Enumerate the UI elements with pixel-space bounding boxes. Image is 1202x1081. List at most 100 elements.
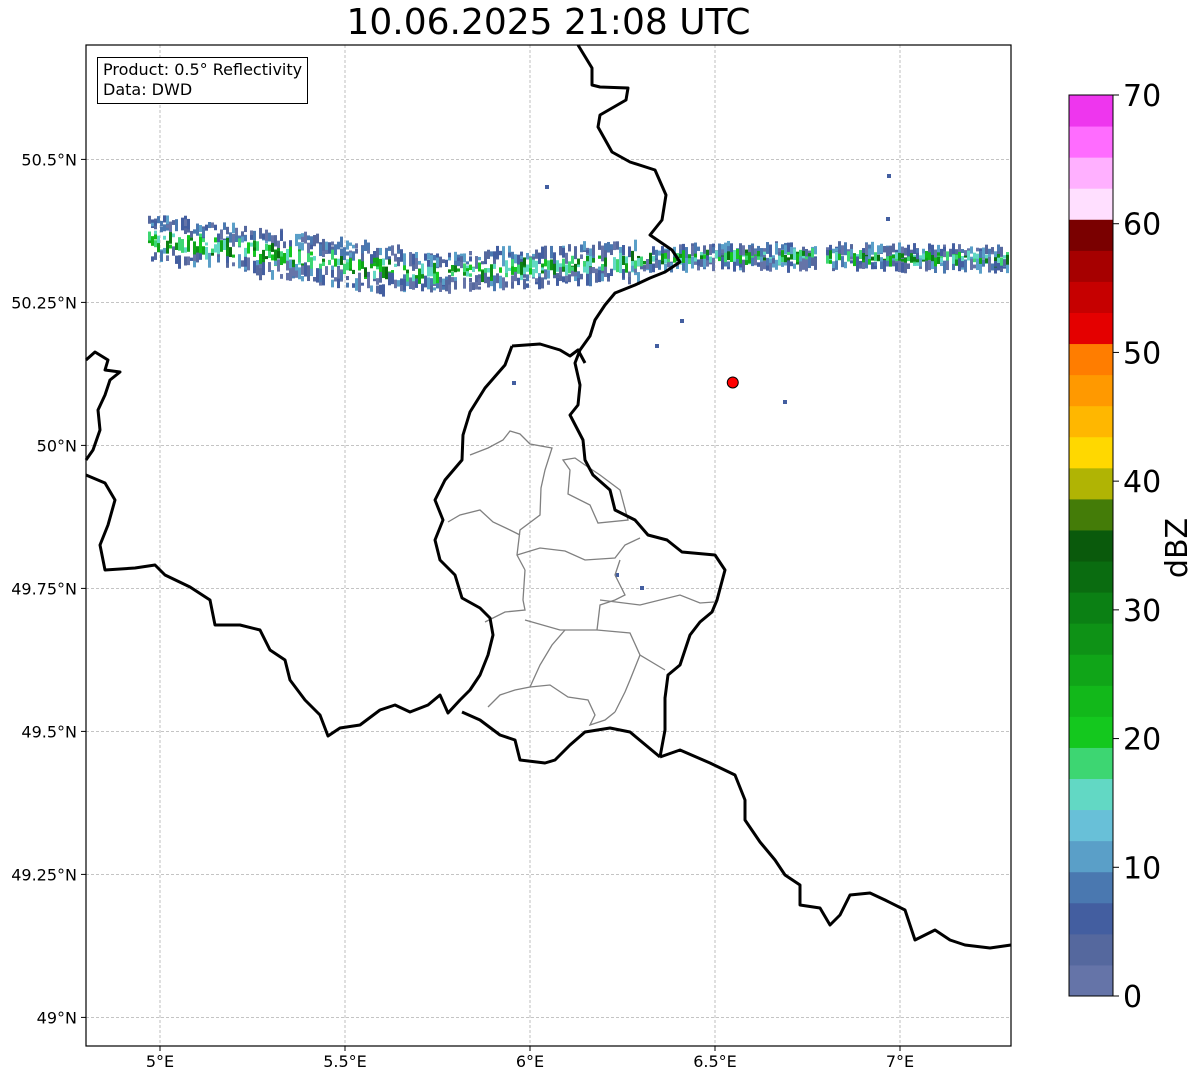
echo-cell xyxy=(316,268,319,280)
echo-cell xyxy=(763,260,766,270)
echo-cell xyxy=(760,248,763,257)
echo-cell xyxy=(493,256,496,264)
radar-echoes xyxy=(148,174,1009,590)
echo-cell xyxy=(553,274,556,279)
echo-cell xyxy=(256,241,259,251)
colorbar-segment xyxy=(1069,654,1113,686)
echo-cell xyxy=(562,276,565,283)
axis-tick-labels: 5°E 5.5°E 6°E 6.5°E 7°E 50.5°N 50.25°N 50°N 49.7… xyxy=(11,150,914,1071)
echo-cell xyxy=(307,270,310,282)
echo-cell xyxy=(640,256,643,269)
echo-cell xyxy=(952,243,955,255)
echo-cell xyxy=(631,250,634,262)
cantons xyxy=(447,430,715,727)
echo-cell xyxy=(193,229,196,234)
echo-cell xyxy=(346,276,349,281)
echo-cell xyxy=(280,274,283,279)
echo-cell xyxy=(943,261,946,274)
colorbar-segment xyxy=(1069,312,1113,345)
echo-cell xyxy=(319,263,322,270)
echo-cell xyxy=(496,273,499,284)
echo-cell xyxy=(514,273,517,282)
echo-cell xyxy=(217,256,220,263)
lat-tick-label: 50.5°N xyxy=(21,150,77,169)
echo-cell xyxy=(397,258,400,267)
echo-cell xyxy=(595,268,598,278)
echo-cell xyxy=(436,271,439,284)
echo-cell xyxy=(619,252,622,263)
echo-cell xyxy=(157,216,160,224)
echo-cell xyxy=(352,244,355,249)
echo-cell xyxy=(871,262,874,270)
echo-cell xyxy=(1000,265,1003,272)
echo-cell xyxy=(334,258,337,267)
echo-cell xyxy=(760,261,763,271)
echo-cell xyxy=(511,266,514,275)
echo-cell xyxy=(568,261,571,274)
echo-cell xyxy=(241,231,244,242)
colorbar-segment xyxy=(1069,405,1113,438)
echo-cell xyxy=(280,251,283,258)
echo-cell xyxy=(940,257,943,263)
echo-cell xyxy=(592,253,595,259)
echo-cell xyxy=(604,266,607,277)
echo-cell xyxy=(745,255,748,261)
echo-cell xyxy=(373,257,376,263)
echo-cell xyxy=(460,256,463,263)
echo-cell xyxy=(202,235,205,243)
echo-cell xyxy=(511,257,514,269)
echo-cell xyxy=(316,278,319,283)
echo-cell xyxy=(781,250,784,258)
echo-cell xyxy=(790,246,793,255)
echo-cell xyxy=(493,251,496,259)
echo-cell xyxy=(382,266,385,271)
echo-cell xyxy=(271,254,274,261)
echo-cell xyxy=(478,256,481,261)
echo-cell xyxy=(379,271,382,283)
echo-cell xyxy=(259,267,262,281)
echo-cell xyxy=(223,240,226,251)
echo-cell xyxy=(520,261,523,275)
echo-cell xyxy=(535,278,538,283)
echo-cell xyxy=(433,287,436,291)
echo-cell xyxy=(664,256,667,264)
echo-cell xyxy=(445,276,448,282)
echo-cell xyxy=(403,278,406,291)
echo-cell xyxy=(907,244,910,257)
echo-cell xyxy=(337,241,340,250)
echo-cell xyxy=(928,252,931,260)
echo-cell xyxy=(271,243,274,252)
echo-cell xyxy=(559,275,562,282)
echo-cell xyxy=(979,248,982,254)
echo-cell xyxy=(655,259,658,268)
colorbar-frame xyxy=(1068,94,1114,997)
echo-cell xyxy=(901,256,904,262)
echo-cell xyxy=(187,218,190,230)
echo-cell xyxy=(523,278,526,290)
echo-cell xyxy=(190,237,193,241)
echo-cell xyxy=(934,249,937,258)
echo-cell xyxy=(631,265,634,272)
echo-cell xyxy=(424,275,427,288)
echo-cell xyxy=(526,274,529,280)
echo-cell xyxy=(154,230,157,235)
echo-cell xyxy=(334,244,337,255)
echo-cell xyxy=(577,258,580,265)
echo-cell xyxy=(523,271,526,278)
echo-cell xyxy=(862,262,865,267)
echo-cell xyxy=(934,256,937,267)
echo-cell xyxy=(679,252,682,262)
echo-cell xyxy=(268,262,271,272)
echo-cell xyxy=(271,235,274,246)
echo-cell xyxy=(355,243,358,249)
echo-cell xyxy=(244,256,247,267)
echo-cell xyxy=(784,245,787,255)
echo-cell xyxy=(1006,254,1009,265)
echo-cell xyxy=(709,256,712,263)
echo-cell xyxy=(409,255,412,267)
echo-cell xyxy=(697,259,700,266)
echo-cell xyxy=(598,271,601,278)
country-borders xyxy=(84,44,1012,950)
echo-cell xyxy=(241,260,244,267)
echo-cell xyxy=(925,260,928,270)
